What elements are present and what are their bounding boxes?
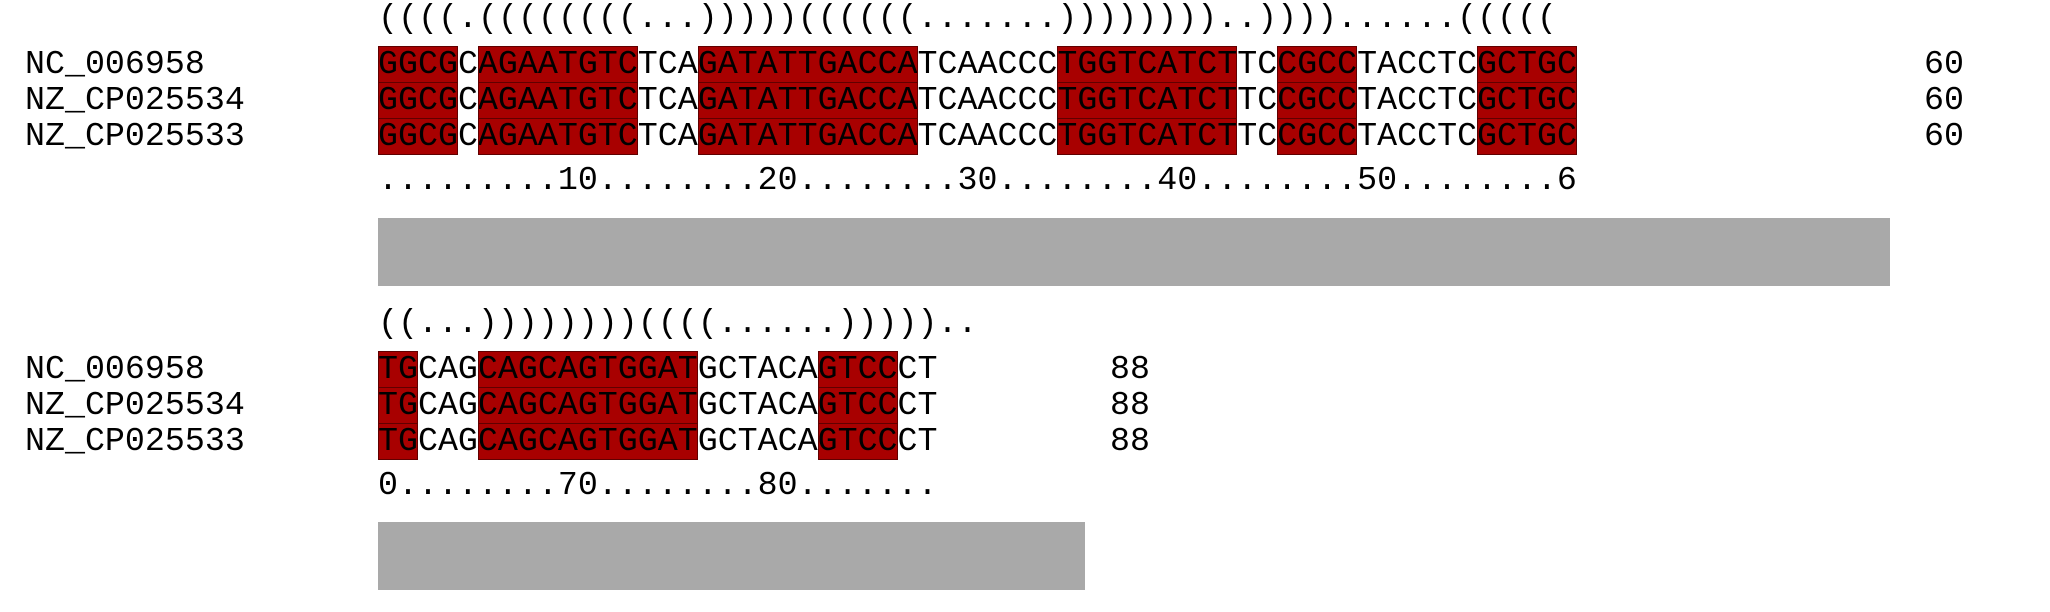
conserved-pair-segment: GTCC	[817, 350, 898, 388]
position-count: 88	[1110, 386, 1150, 424]
sequence-segment: TCAACCC	[917, 45, 1058, 83]
conservation-bar	[378, 218, 1890, 286]
conserved-pair-segment: CGCC	[1277, 117, 1358, 155]
sequence-row: TGCAGCAGCAGTGGATGCTACAGTCCCT	[378, 387, 938, 424]
sequence-row: GGCGCAGAATGTCTCAGATATTGACCATCAACCCTGGTCA…	[378, 118, 1577, 155]
sequence-segment: CAG	[417, 422, 478, 460]
sequence-segment: GCTACA	[697, 386, 818, 424]
conserved-pair-segment: GGCG	[378, 81, 458, 119]
sequence-segment: TCA	[637, 45, 698, 83]
sequence-segment: TACCTC	[1357, 45, 1478, 83]
sequence-row: TGCAGCAGCAGTGGATGCTACAGTCCCT	[378, 423, 938, 460]
sequence-segment: CAG	[417, 386, 478, 424]
sequence-segment: TACCTC	[1357, 81, 1478, 119]
position-ruler: .........10........20........30........4…	[378, 161, 1577, 199]
secondary-structure-line: ((...))))))))((((......)))))..	[378, 304, 978, 342]
sequence-segment: TCAACCC	[917, 81, 1058, 119]
sequence-segment: CT	[897, 350, 938, 388]
sequence-segment: CAG	[417, 350, 478, 388]
sequence-segment: TC	[1237, 45, 1278, 83]
conserved-pair-segment: CAGCAGTGGAT	[477, 350, 698, 388]
sequence-segment: TC	[1237, 81, 1278, 119]
conserved-pair-segment: GATATTGACCA	[697, 81, 918, 119]
conserved-pair-segment: GATATTGACCA	[697, 45, 918, 83]
position-ruler: 0........70........80.......	[378, 466, 938, 504]
conserved-pair-segment: TGGTCATCT	[1057, 45, 1238, 83]
sequence-name: NC_006958	[25, 45, 205, 83]
conserved-pair-segment: GGCG	[378, 117, 458, 155]
sequence-segment: C	[457, 81, 478, 119]
sequence-row: TGCAGCAGCAGTGGATGCTACAGTCCCT	[378, 351, 938, 388]
sequence-name: NZ_CP025533	[25, 422, 245, 460]
conserved-pair-segment: TGGTCATCT	[1057, 81, 1238, 119]
sequence-segment: TC	[1237, 117, 1278, 155]
sequence-segment: CT	[897, 386, 938, 424]
sequence-segment: C	[457, 117, 478, 155]
position-count: 88	[1110, 350, 1150, 388]
position-count: 60	[1924, 45, 1964, 83]
secondary-structure-line: ((((.((((((((...)))))((((((.......))))))…	[378, 0, 1557, 37]
sequence-segment: CT	[897, 422, 938, 460]
conserved-pair-segment: CGCC	[1277, 81, 1358, 119]
position-count: 60	[1924, 81, 1964, 119]
conserved-pair-segment: CAGCAGTGGAT	[477, 386, 698, 424]
conserved-pair-segment: GCTGC	[1477, 81, 1577, 119]
sequence-name: NZ_CP025533	[25, 117, 245, 155]
position-count: 60	[1924, 117, 1964, 155]
conserved-pair-segment: GATATTGACCA	[697, 117, 918, 155]
sequence-segment: GCTACA	[697, 350, 818, 388]
position-count: 88	[1110, 422, 1150, 460]
conserved-pair-segment: AGAATGTC	[477, 117, 638, 155]
sequence-segment: C	[457, 45, 478, 83]
conservation-bar	[378, 522, 1085, 590]
conserved-pair-segment: AGAATGTC	[477, 81, 638, 119]
conserved-pair-segment: CGCC	[1277, 45, 1358, 83]
sequence-name: NC_006958	[25, 350, 205, 388]
sequence-segment: TCA	[637, 117, 698, 155]
sequence-name: NZ_CP025534	[25, 81, 245, 119]
conserved-pair-segment: CAGCAGTGGAT	[477, 422, 698, 460]
sequence-segment: TCAACCC	[917, 117, 1058, 155]
conserved-pair-segment: TGGTCATCT	[1057, 117, 1238, 155]
sequence-segment: TCA	[637, 81, 698, 119]
conserved-pair-segment: TG	[378, 422, 418, 460]
sequence-name: NZ_CP025534	[25, 386, 245, 424]
sequence-row: GGCGCAGAATGTCTCAGATATTGACCATCAACCCTGGTCA…	[378, 46, 1577, 83]
sequence-segment: TACCTC	[1357, 117, 1478, 155]
conserved-pair-segment: GCTGC	[1477, 45, 1577, 83]
conserved-pair-segment: AGAATGTC	[477, 45, 638, 83]
conserved-pair-segment: TG	[378, 386, 418, 424]
sequence-segment: GCTACA	[697, 422, 818, 460]
conserved-pair-segment: GTCC	[817, 422, 898, 460]
conserved-pair-segment: GGCG	[378, 45, 458, 83]
conserved-pair-segment: GCTGC	[1477, 117, 1577, 155]
conserved-pair-segment: TG	[378, 350, 418, 388]
conserved-pair-segment: GTCC	[817, 386, 898, 424]
sequence-row: GGCGCAGAATGTCTCAGATATTGACCATCAACCCTGGTCA…	[378, 82, 1577, 119]
